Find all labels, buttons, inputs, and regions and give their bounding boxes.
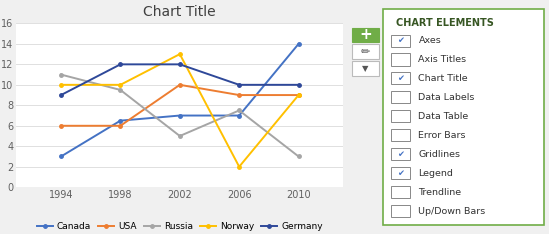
Legend: Canada, USA, Russia, Norway, Germany: Canada, USA, Russia, Norway, Germany <box>33 219 326 234</box>
Russia <box>117 88 124 91</box>
FancyBboxPatch shape <box>383 9 544 225</box>
Text: ✔: ✔ <box>397 36 404 45</box>
FancyBboxPatch shape <box>352 44 379 59</box>
Germany <box>117 63 124 66</box>
Line: Russia: Russia <box>59 73 300 158</box>
Russia <box>177 135 183 137</box>
Text: ✏: ✏ <box>361 47 370 57</box>
Germany <box>295 84 302 86</box>
Line: USA: USA <box>59 83 300 128</box>
FancyBboxPatch shape <box>352 28 379 42</box>
USA <box>117 124 124 127</box>
Russia <box>236 109 243 112</box>
Title: Chart Title: Chart Title <box>143 5 216 19</box>
FancyBboxPatch shape <box>391 129 410 141</box>
FancyBboxPatch shape <box>391 110 410 122</box>
FancyBboxPatch shape <box>391 148 410 160</box>
FancyBboxPatch shape <box>391 73 410 84</box>
USA <box>58 124 64 127</box>
Norway <box>295 94 302 96</box>
USA <box>177 84 183 86</box>
Line: Germany: Germany <box>59 63 300 97</box>
Text: Legend: Legend <box>418 169 453 178</box>
Norway <box>117 84 124 86</box>
Russia <box>58 73 64 76</box>
Germany <box>177 63 183 66</box>
USA <box>295 94 302 96</box>
Line: Norway: Norway <box>59 52 300 168</box>
Text: Error Bars: Error Bars <box>418 131 466 140</box>
Germany <box>236 84 243 86</box>
Text: Up/Down Bars: Up/Down Bars <box>418 207 486 216</box>
Canada <box>295 43 302 45</box>
FancyBboxPatch shape <box>391 167 410 179</box>
Text: Axis Titles: Axis Titles <box>418 55 467 64</box>
Norway <box>58 84 64 86</box>
Text: +: + <box>359 27 372 42</box>
Text: Axes: Axes <box>418 36 441 45</box>
Text: Chart Title: Chart Title <box>418 74 468 83</box>
Russia <box>295 155 302 158</box>
Text: Data Labels: Data Labels <box>418 93 475 102</box>
Norway <box>236 165 243 168</box>
Canada <box>58 155 64 158</box>
Text: ✔: ✔ <box>397 74 404 83</box>
Text: Trendline: Trendline <box>418 188 462 197</box>
Text: ✔: ✔ <box>397 169 404 178</box>
Canada <box>117 119 124 122</box>
Text: CHART ELEMENTS: CHART ELEMENTS <box>396 18 494 28</box>
Germany <box>58 94 64 96</box>
FancyBboxPatch shape <box>391 205 410 217</box>
FancyBboxPatch shape <box>391 186 410 198</box>
Text: Data Table: Data Table <box>418 112 469 121</box>
Text: ▼: ▼ <box>362 64 368 73</box>
FancyBboxPatch shape <box>391 54 410 66</box>
Text: ✔: ✔ <box>397 150 404 159</box>
FancyBboxPatch shape <box>352 61 379 76</box>
FancyBboxPatch shape <box>391 91 410 103</box>
Norway <box>177 53 183 55</box>
Text: Gridlines: Gridlines <box>418 150 461 159</box>
FancyBboxPatch shape <box>391 35 410 47</box>
Canada <box>236 114 243 117</box>
Canada <box>177 114 183 117</box>
USA <box>236 94 243 96</box>
Line: Canada: Canada <box>59 42 300 158</box>
